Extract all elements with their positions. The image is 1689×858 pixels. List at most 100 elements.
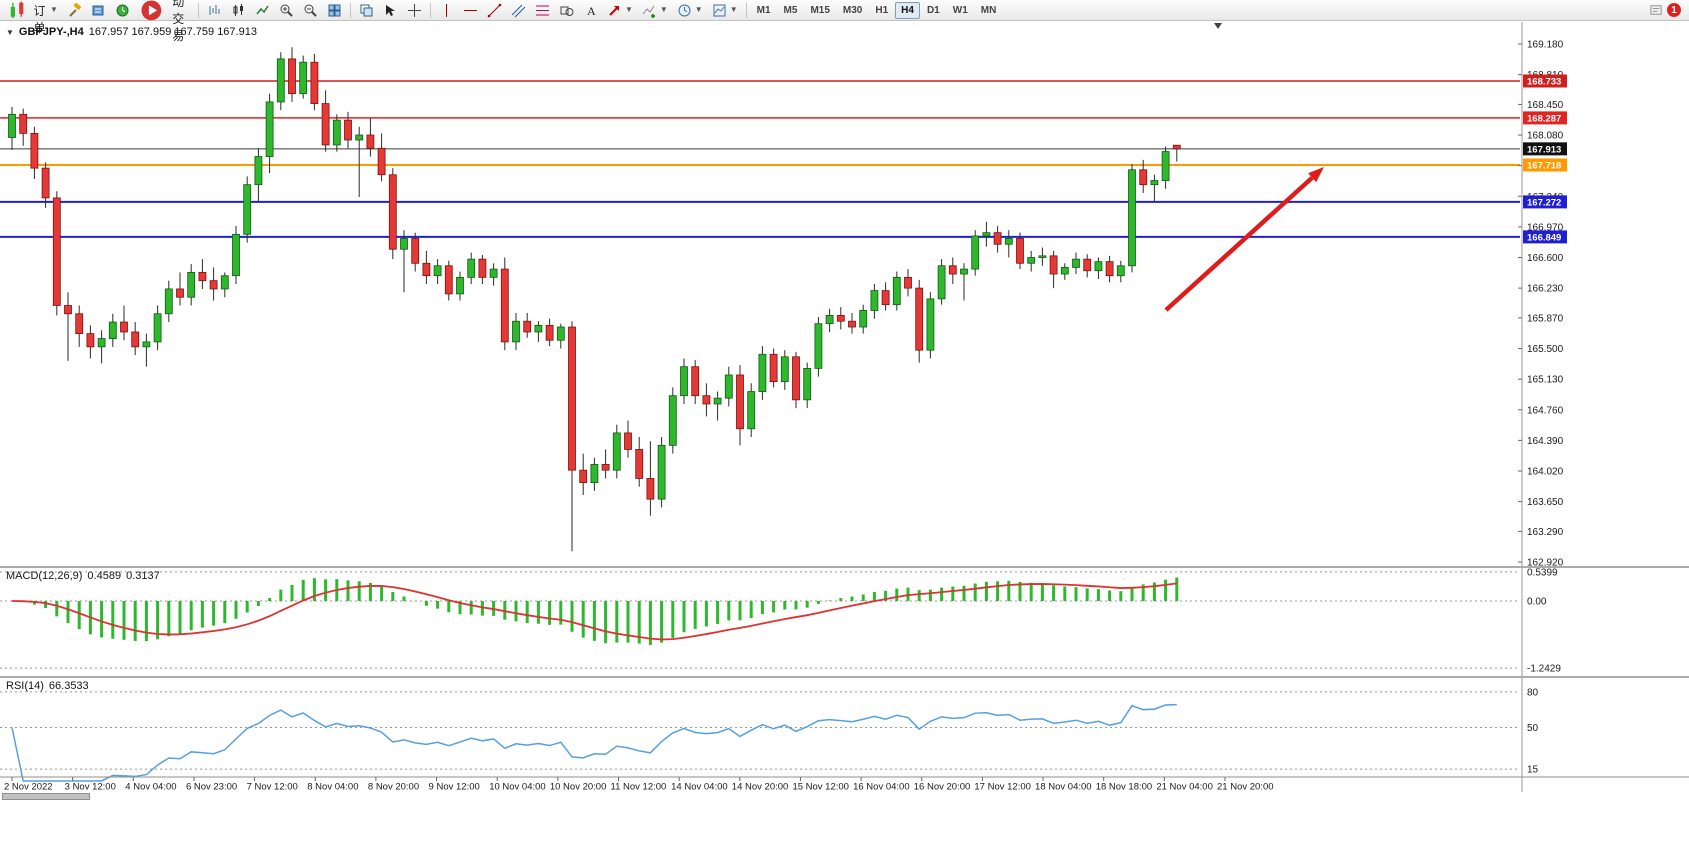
- time-label: 18 Nov 04:00: [1035, 782, 1092, 793]
- macd-signal-line: [11, 582, 1177, 641]
- timeframe-h4-button[interactable]: H4: [895, 1, 920, 19]
- horizontal-line-tool-button[interactable]: [459, 1, 482, 19]
- candle: [1161, 151, 1170, 181]
- text-tool-button[interactable]: A: [579, 1, 602, 19]
- candle: [915, 287, 924, 351]
- candle: [892, 276, 901, 306]
- candle: [411, 238, 420, 264]
- candle: [265, 101, 274, 157]
- crosshair-icon: [407, 3, 421, 17]
- fibonacci-tool-button[interactable]: [531, 1, 554, 19]
- arrows-tool-button[interactable]: ▼: [603, 1, 637, 19]
- candle: [276, 58, 285, 103]
- new-order-button[interactable]: 新订单 ▼: [4, 0, 62, 35]
- notification-badge[interactable]: 1: [1667, 3, 1681, 17]
- candle: [433, 265, 442, 277]
- chevron-down-icon: ▼: [50, 5, 58, 14]
- price-badge: [1523, 230, 1567, 244]
- candle: [467, 258, 476, 278]
- candle: [713, 397, 722, 405]
- macd-header: MACD(12,26,9) 0.4589 0.3137: [6, 570, 160, 582]
- candle: [456, 276, 464, 295]
- vertical-line-tool-button[interactable]: [435, 1, 458, 19]
- toolbar-separator: [349, 2, 351, 18]
- cursor-button[interactable]: [379, 1, 402, 19]
- shapes-icon: [560, 6, 574, 16]
- candle: [444, 265, 453, 295]
- candle: [825, 315, 834, 325]
- candle: [926, 298, 935, 351]
- chevron-down-icon: ▼: [659, 5, 668, 14]
- channel-icon: [511, 4, 526, 17]
- candle: [355, 134, 364, 141]
- timeframe-d1-button[interactable]: D1: [921, 2, 946, 19]
- bar-chart-button[interactable]: [203, 1, 226, 19]
- h-scrollbar-thumb[interactable]: [2, 793, 90, 800]
- new-order-icon: [10, 0, 24, 18]
- time-label: 18 Nov 18:00: [1096, 782, 1153, 793]
- candle: [1016, 238, 1024, 264]
- trendline-icon: [487, 3, 502, 17]
- history-center-button[interactable]: [111, 1, 134, 19]
- collapse-triangle-icon[interactable]: ▼: [6, 27, 14, 37]
- candle: [64, 305, 72, 315]
- timeframe-h1-button[interactable]: H1: [869, 2, 894, 19]
- candle: [545, 324, 554, 341]
- candle: [19, 113, 28, 134]
- price-badge: [1523, 158, 1567, 172]
- channel-tool-button[interactable]: [507, 1, 530, 19]
- chevron-down-icon: ▼: [729, 5, 738, 14]
- candle: [243, 184, 252, 235]
- y-axis-tick-label: 163.650: [1527, 497, 1564, 508]
- candle: [512, 320, 520, 343]
- candle: [556, 326, 565, 341]
- timeframe-m30-button[interactable]: M30: [837, 2, 868, 19]
- y-axis-tick-label: 164.020: [1527, 466, 1564, 477]
- time-label: 15 Nov 12:00: [792, 782, 849, 793]
- chart-shift-marker[interactable]: [1214, 23, 1222, 29]
- timeframe-mn-button[interactable]: MN: [975, 2, 1003, 19]
- new-chart-button[interactable]: [63, 1, 86, 19]
- candle: [668, 395, 677, 446]
- profiles-button[interactable]: [87, 1, 110, 19]
- rsi-panel-separator[interactable]: [0, 676, 1689, 678]
- axes: 169.180168.810168.450168.080167.710167.3…: [0, 22, 1689, 793]
- candle: [254, 156, 263, 186]
- candlestick-chart-button[interactable]: [227, 1, 250, 19]
- timeframe-m5-button[interactable]: M5: [778, 2, 804, 19]
- y-axis-tick-label: 164.760: [1527, 405, 1564, 416]
- shapes-tool-button[interactable]: [555, 1, 578, 19]
- period-button[interactable]: ▼: [673, 1, 707, 19]
- autotrade-button[interactable]: 自动交易: [135, 0, 194, 43]
- zoom-in-button[interactable]: [275, 1, 298, 19]
- add-indicator-button[interactable]: ▼: [638, 1, 672, 19]
- auto-arrange-button[interactable]: [355, 1, 378, 19]
- candle: [702, 395, 711, 405]
- price-lines[interactable]: [0, 80, 1520, 238]
- candle: [478, 258, 487, 278]
- time-label: 11 Nov 12:00: [611, 782, 667, 793]
- macd-axis-label: 0.5399: [1527, 567, 1558, 578]
- annotations[interactable]: [1164, 167, 1324, 312]
- candle: [792, 356, 800, 401]
- notification-area[interactable]: 1: [1649, 3, 1681, 17]
- candle: [30, 132, 39, 169]
- line-chart-button[interactable]: [251, 1, 274, 19]
- time-label: 9 Nov 12:00: [429, 782, 480, 793]
- timeframe-m1-button[interactable]: M1: [751, 2, 777, 19]
- macd-axis-label: 0.00: [1527, 597, 1547, 608]
- zoom-out-button[interactable]: [299, 1, 322, 19]
- crosshair-button[interactable]: [403, 1, 426, 19]
- macd-panel-separator[interactable]: [0, 566, 1689, 568]
- candle: [1105, 261, 1114, 277]
- time-label: 21 Nov 04:00: [1156, 782, 1213, 793]
- trendline-tool-button[interactable]: [483, 1, 506, 19]
- candle: [41, 167, 50, 199]
- timeframe-w1-button[interactable]: W1: [947, 2, 974, 19]
- tile-windows-button[interactable]: [323, 1, 346, 19]
- timeframe-m15-button[interactable]: M15: [804, 2, 835, 19]
- templates-button[interactable]: ▼: [708, 1, 742, 19]
- y-axis-tick-label: 166.600: [1527, 253, 1564, 264]
